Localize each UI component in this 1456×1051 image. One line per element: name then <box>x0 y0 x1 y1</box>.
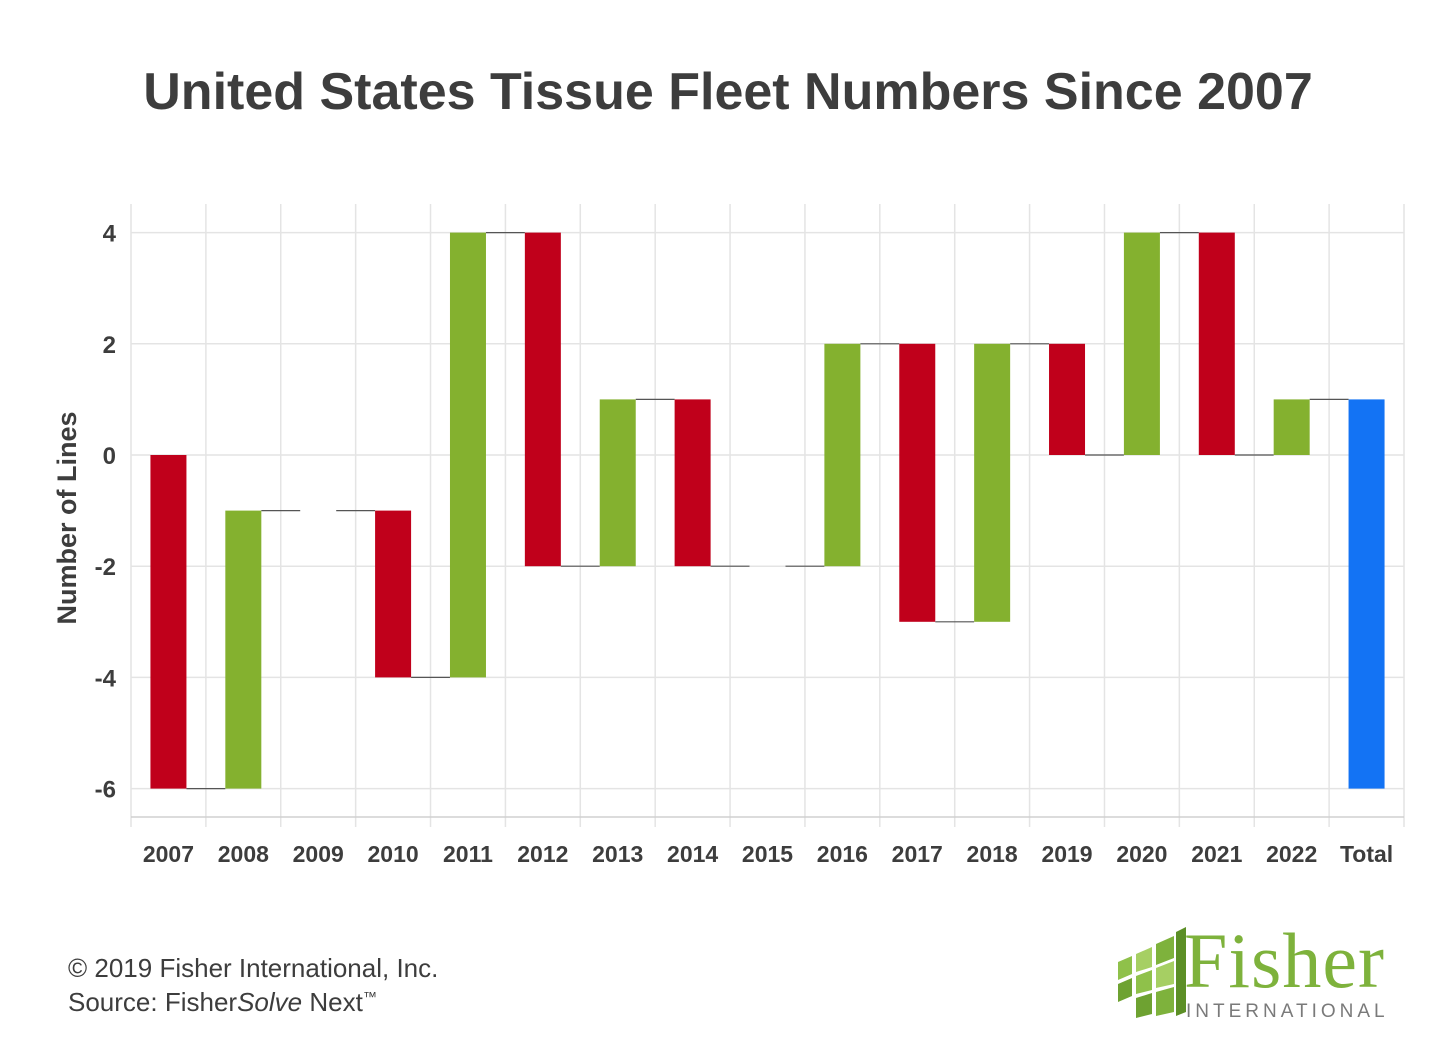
bar-2020 <box>1123 232 1160 455</box>
x-tick-label: Total <box>1340 841 1393 867</box>
logo-wordmark: Fisher <box>1184 917 1385 1004</box>
y-tick-label: 0 <box>103 443 116 470</box>
y-tick-label: 2 <box>103 332 116 359</box>
x-tick-label: 2018 <box>967 841 1018 867</box>
bar-2008 <box>225 510 262 789</box>
bar-2013 <box>599 399 636 567</box>
y-tick-label: 4 <box>103 221 117 248</box>
x-tick-label: 2017 <box>892 841 943 867</box>
trademark-mark: ™ <box>362 988 377 1005</box>
x-tick-label: 2022 <box>1266 841 1317 867</box>
chart-title: United States Tissue Fleet Numbers Since… <box>143 63 1313 121</box>
bars <box>150 232 1385 789</box>
x-tick-label: 2007 <box>143 841 194 867</box>
copyright-text: © 2019 Fisher International, Inc. <box>68 953 439 983</box>
bar-2018 <box>974 343 1011 622</box>
bar-2016 <box>824 343 861 567</box>
source-prefix: Source: Fisher <box>68 987 238 1017</box>
y-axis-label: Number of Lines <box>52 411 82 624</box>
x-tick-label: 2009 <box>293 841 344 867</box>
y-tick-label: -6 <box>95 777 116 804</box>
bar-2007 <box>150 455 187 789</box>
connector-lines <box>186 232 1349 790</box>
x-tick-label: 2012 <box>517 841 568 867</box>
x-tick-label: 2010 <box>368 841 419 867</box>
x-tick-label: 2021 <box>1191 841 1242 867</box>
x-tick-labels: 2007 2008 2009 2010 2011 2012 2013 2014 2015 2016… <box>143 841 1393 867</box>
source-italic: Solve <box>237 987 303 1017</box>
x-tick-label: 2020 <box>1116 841 1167 867</box>
bar-total <box>1348 399 1385 789</box>
bar-2014 <box>674 399 711 567</box>
fisher-logo: Fisher INTERNATIONAL <box>1112 917 1402 1032</box>
x-tick-label: 2019 <box>1041 841 1092 867</box>
x-tick-label: 2015 <box>742 841 793 867</box>
y-tick-labels: 4 2 0 -2 -4 -6 <box>95 221 117 804</box>
bar-2011 <box>449 232 486 678</box>
source-text: Source: FisherSolve Next™ <box>68 987 377 1018</box>
bar-2022 <box>1273 399 1310 455</box>
logo-subtitle: INTERNATIONAL <box>1186 1001 1389 1022</box>
bar-2010 <box>375 510 412 678</box>
y-tick-label: -4 <box>95 665 117 692</box>
x-tick-label: 2011 <box>443 841 493 867</box>
x-tick-label: 2013 <box>592 841 643 867</box>
waterfall-chart: 420-2-4-6 2007 2008 2009 2010 2011 2012 2013 20… <box>52 204 1405 867</box>
bar-2012 <box>524 232 561 567</box>
logo-cube-icon <box>1118 927 1186 1018</box>
bar-2017 <box>899 343 936 622</box>
x-tick-label: 2016 <box>817 841 868 867</box>
bar-2021 <box>1198 232 1235 455</box>
y-tick-label: -2 <box>95 554 116 581</box>
x-tick-label: 2008 <box>218 841 269 867</box>
source-suffix: Next <box>302 987 363 1017</box>
bar-2019 <box>1049 343 1086 455</box>
x-tick-label: 2014 <box>667 841 718 867</box>
